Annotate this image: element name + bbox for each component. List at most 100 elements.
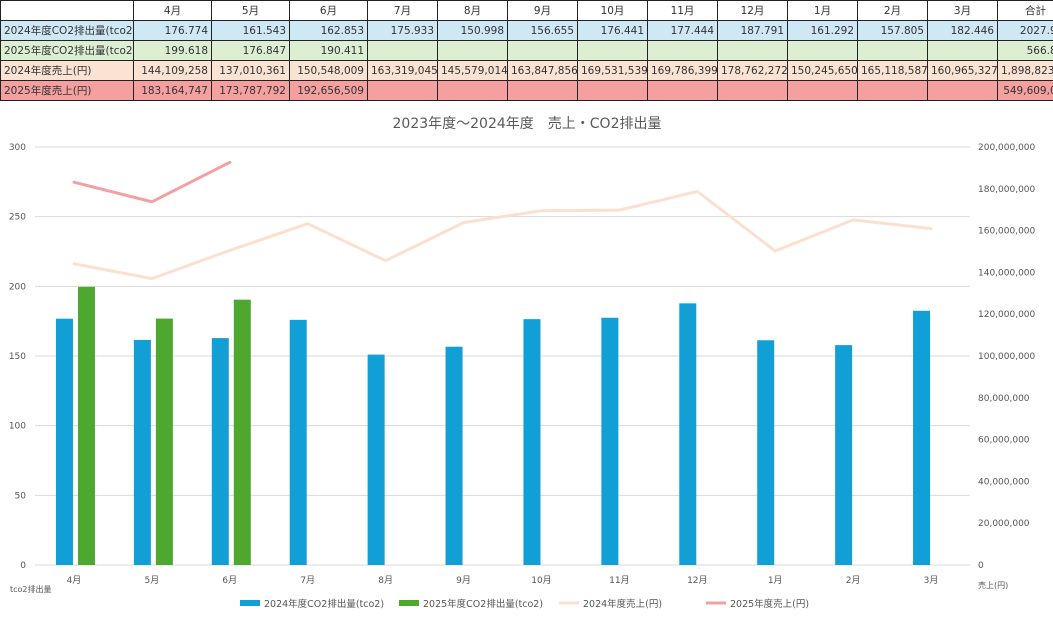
column-header: 7月 [367,0,438,21]
table-cell: 162.853 [289,20,368,41]
x-tick-label: 4月 [67,575,82,586]
x-tick-label: 6月 [222,575,237,586]
table-cell [647,40,718,61]
legend-label: 2025年度CO2排出量(tco2) [423,598,543,610]
lines [72,160,933,281]
table-cell: 175.933 [367,20,438,41]
gridlines [35,146,970,566]
x-tick-label: 12月 [687,575,707,586]
table-cell: 173,787,792 [211,80,290,101]
table-cell: 183,164,747 [133,80,212,101]
bar [679,303,697,565]
table-cell [857,80,928,101]
table-cell [717,40,788,61]
table-cell [647,80,718,101]
column-header: 2月 [857,0,928,21]
legend-swatch [240,600,260,606]
row-label: 2025年度CO2排出量(tco2) [0,40,134,61]
table-cell: 169,786,399 [647,60,718,81]
table-cell: 182.446 [927,20,998,41]
series-line [72,160,232,204]
column-header: 6月 [289,0,368,21]
right-tick-label: 100,000,000 [978,352,1036,362]
column-header: 5月 [211,0,290,21]
left-tick-label: 300 [9,143,26,153]
legend-label: 2024年度CO2排出量(tco2) [264,598,384,610]
data-table: 4月 5月 6月 7月 8月 9月 10月 11月 12月 1月 2月 3月 合計 2024年度CO2排… [0,0,1053,101]
bar [133,339,151,565]
column-header: 12月 [717,0,788,21]
row-total: 1,898,823,317 [997,60,1053,81]
bar [913,310,931,565]
x-tick-label: 9月 [456,575,471,586]
bar [523,319,541,565]
table-cell [787,80,858,101]
table-cell [857,40,928,61]
legend-label: 2025年度売上(円) [730,598,809,610]
table-cell: 187.791 [717,20,788,41]
x-tick-label: 5月 [145,575,160,586]
right-tick-label: 200,000,000 [978,143,1036,153]
table-cell [717,80,788,101]
right-tick-label: 0 [978,561,984,571]
table-header-row: 4月 5月 6月 7月 8月 9月 10月 11月 12月 1月 2月 3月 合計 [0,0,1053,21]
legend-swatch [399,600,419,606]
left-tick-label: 100 [9,422,26,432]
column-header: 3月 [927,0,998,21]
column-header: 9月 [507,0,578,21]
bar [233,299,251,565]
bar [367,354,385,565]
right-tick-label: 80,000,000 [978,394,1030,404]
table-cell [927,80,998,101]
left-tick-label: 200 [9,282,26,292]
table-cell: 145,579,014 [437,60,508,81]
x-tick-label: 8月 [378,575,393,586]
left-tick-label: 50 [15,491,27,501]
table-row: 2025年度売上(円) 183,164,747 173,787,792 192,656… [0,80,1053,101]
right-tick-label: 120,000,000 [978,310,1036,320]
table-cell [437,80,508,101]
right-tick-label: 140,000,000 [978,268,1036,278]
table-cell: 150.998 [437,20,508,41]
bars [55,286,931,565]
right-axis: 0 20,000,000 40,000,000 60,000,000 80,000,00… [978,143,1036,571]
bar [445,346,463,565]
table-cell: 144,109,258 [133,60,212,81]
bar [77,286,95,565]
table-cell [577,40,648,61]
legend: 2024年度CO2排出量(tco2) 2025年度CO2排出量(tco2) 2024… [240,598,809,610]
legend-label: 2024年度売上(円) [583,598,662,610]
table-cell: 176.441 [577,20,648,41]
table-cell: 176.847 [211,40,290,61]
table-cell [437,40,508,61]
table-cell: 157.805 [857,20,928,41]
table-cell: 192,656,509 [289,80,368,101]
right-axis-label: 売上(円) [978,580,1008,590]
row-total: 2027.975 [997,20,1053,41]
table-corner-cell [0,0,134,21]
bar [601,317,619,565]
column-header: 10月 [577,0,648,21]
x-tick-label: 3月 [924,575,939,586]
row-total: 566.876 [997,40,1053,61]
table-cell: 156.655 [507,20,578,41]
left-axis: 0 50 100 150 200 250 300 [9,143,26,571]
right-tick-label: 40,000,000 [978,477,1030,487]
table-cell: 160,965,327 [927,60,998,81]
row-label: 2025年度売上(円) [0,80,134,101]
table-cell: 177.444 [647,20,718,41]
bar [289,319,307,565]
table-cell: 163,319,045 [367,60,438,81]
table-cell [367,40,438,61]
table-cell: 150,245,650 [787,60,858,81]
x-tick-label: 2月 [846,575,861,586]
table-cell [787,40,858,61]
table-cell [507,40,578,61]
bar [155,318,173,565]
table-row: 2024年度売上(円) 144,109,258 137,010,361 150,548… [0,60,1053,81]
table-cell: 199.618 [133,40,212,61]
x-tick-label: 7月 [300,575,315,586]
column-header: 1月 [787,0,858,21]
row-label: 2024年度売上(円) [0,60,134,81]
left-tick-label: 150 [9,352,26,362]
